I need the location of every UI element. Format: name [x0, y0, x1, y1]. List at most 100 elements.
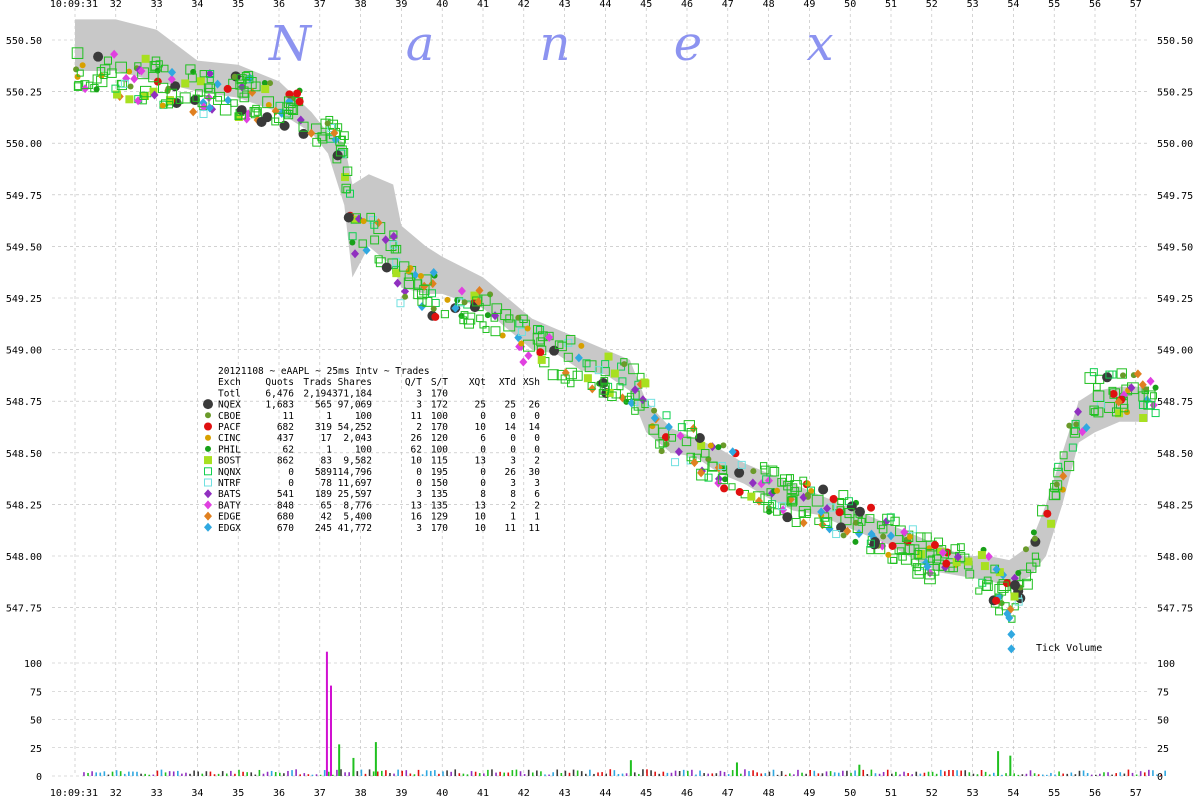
quote-marker: [503, 319, 516, 332]
y-tick-right: 550.50: [1157, 36, 1193, 47]
x-tick-top: 52: [926, 0, 938, 10]
volume-spike: [1009, 755, 1012, 776]
trade-marker: [396, 299, 405, 308]
volume-bar: [483, 773, 485, 776]
volume-bar: [1033, 773, 1036, 776]
trade-marker: [664, 422, 673, 432]
trade-marker: [737, 460, 746, 469]
volume-bar: [274, 772, 277, 776]
volume-bar: [793, 774, 795, 776]
quote-marker: [572, 370, 583, 381]
stats-cell: 41,772: [338, 523, 372, 534]
volume-bar: [923, 772, 926, 776]
stats-cell: 848: [277, 500, 294, 511]
volume-bar: [132, 771, 134, 776]
volume-bar: [784, 774, 787, 776]
quote-marker: [728, 483, 736, 491]
trade-marker: [205, 103, 214, 113]
volume-bar: [899, 774, 901, 776]
volume-bar: [1074, 774, 1077, 776]
volume-bar: [560, 773, 563, 776]
stats-cell: 97,069: [338, 400, 373, 411]
quote-marker: [788, 495, 797, 504]
stats-cell: 1: [326, 411, 332, 422]
volume-bar: [658, 773, 661, 776]
stats-exchange-name: BOST: [218, 456, 241, 467]
quote-marker: [392, 244, 402, 254]
quote-marker: [900, 554, 912, 565]
volume-bar: [160, 769, 163, 776]
quote-marker: [786, 494, 798, 506]
x-tick-top: 55: [1048, 0, 1060, 10]
trade-marker: [189, 95, 200, 106]
volume-spike: [735, 762, 738, 776]
volume-bar: [760, 773, 763, 776]
quote-marker: [633, 399, 645, 411]
y-tick-left: 548.50: [6, 449, 42, 460]
volume-bar: [478, 773, 481, 776]
stats-cell: 682: [277, 422, 294, 433]
quote-marker: [399, 261, 410, 272]
volume-bar: [837, 772, 840, 776]
volume-bar: [340, 769, 342, 776]
volume-bar: [177, 770, 179, 776]
trade-marker: [307, 128, 316, 138]
stats-cell: 78: [321, 478, 333, 489]
quote-marker: [412, 279, 423, 289]
x-tick-bottom: 38: [355, 788, 367, 799]
volume-bar: [217, 773, 220, 776]
volume-bar: [397, 769, 399, 776]
stats-total-cell: Totl: [218, 388, 241, 399]
y-tick-right: 550.25: [1157, 88, 1193, 99]
stats-cell: 135: [431, 500, 448, 511]
trade-marker: [964, 557, 973, 566]
volume-bar: [927, 771, 930, 776]
stats-exchange-name: NQEX: [218, 400, 241, 411]
volume-bar: [1082, 770, 1085, 776]
x-tick-top: 48: [763, 0, 775, 10]
volume-spike: [374, 742, 377, 776]
volume-bar: [609, 769, 612, 776]
quote-marker: [149, 61, 161, 72]
trade-marker: [234, 113, 243, 122]
stats-cell: 25,597: [338, 489, 372, 500]
stats-cell: 2: [534, 500, 540, 511]
trade-marker: [735, 487, 744, 496]
volume-bar: [1041, 774, 1044, 776]
volume-bar: [593, 773, 595, 776]
x-tick-top: 53: [967, 0, 979, 10]
y-tick-left: 550.00: [6, 139, 42, 150]
volume-bar: [907, 773, 909, 776]
trade-marker: [807, 486, 816, 495]
trade-marker: [1043, 509, 1052, 518]
stats-cell: 13: [475, 456, 486, 467]
quote-marker: [358, 239, 367, 248]
trade-marker: [205, 445, 211, 452]
volume-bar: [95, 772, 97, 776]
volume-bar: [642, 769, 644, 776]
trade-marker: [393, 278, 402, 288]
quote-marker: [199, 70, 207, 78]
trade-marker: [835, 508, 844, 517]
volume-bar: [939, 769, 942, 776]
trade-marker: [880, 533, 887, 540]
x-tick-top: 57: [1130, 0, 1142, 10]
volume-bar: [980, 770, 983, 776]
volume-bar: [1099, 773, 1101, 776]
trade-marker: [1054, 462, 1063, 471]
quote-marker: [522, 339, 535, 352]
stats-cell: 1: [534, 512, 540, 523]
volume-spike: [325, 651, 328, 776]
x-tick-bottom: 33: [151, 788, 163, 799]
trade-marker: [141, 54, 150, 63]
trade-marker: [707, 442, 714, 449]
volume-bar: [993, 772, 995, 776]
trade-marker: [817, 507, 826, 517]
quote-marker: [912, 563, 921, 572]
y-tick-left: 549.00: [6, 346, 42, 357]
volume-bar: [185, 772, 187, 776]
trade-marker: [777, 502, 786, 511]
x-tick-bottom: 52: [926, 788, 938, 799]
trade-marker: [1102, 372, 1113, 383]
